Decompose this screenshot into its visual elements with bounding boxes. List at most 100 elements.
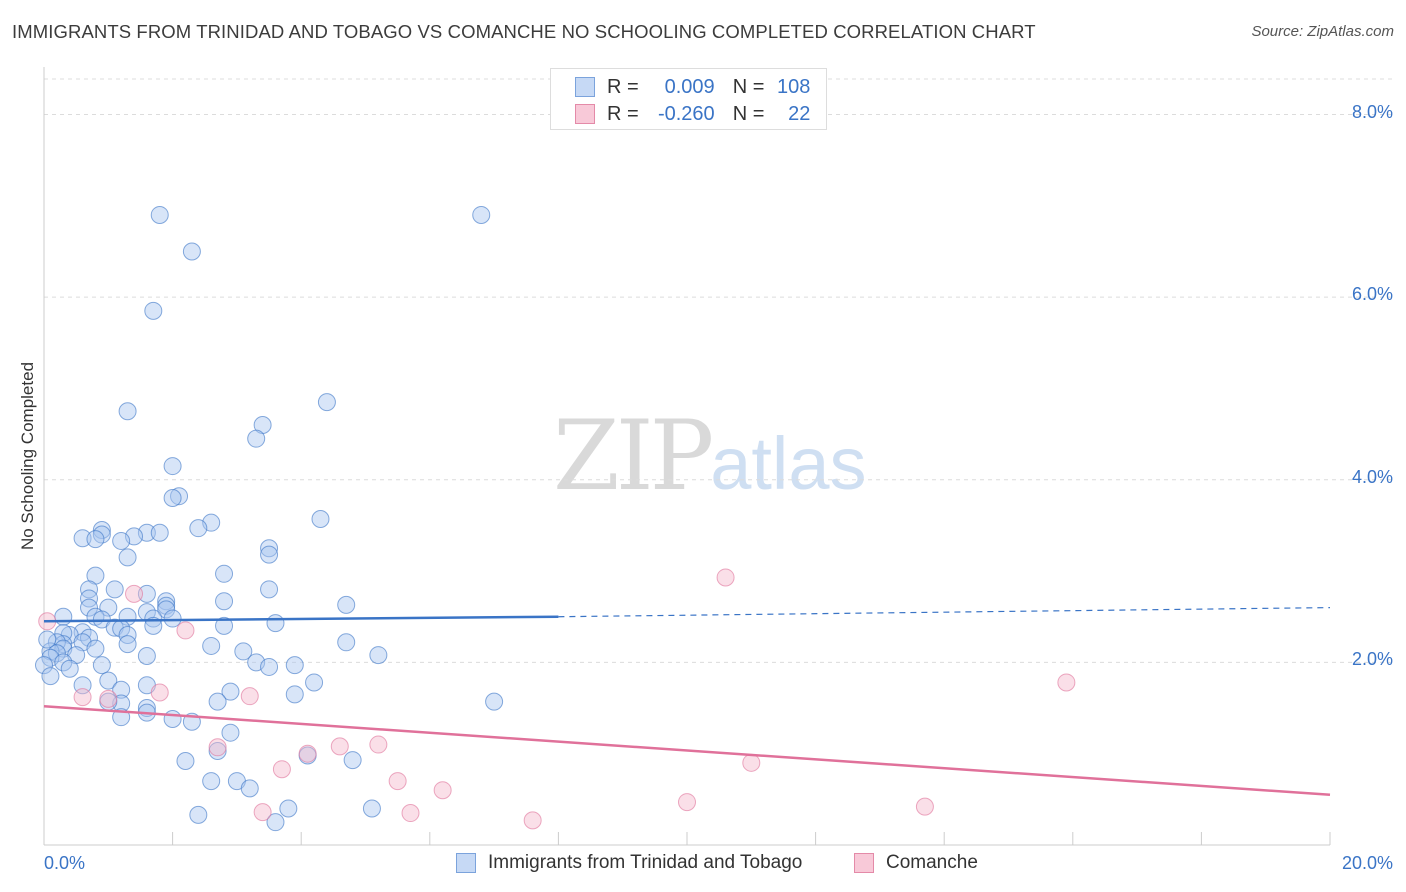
trinidad-point <box>92 520 111 539</box>
trinidad-point <box>137 646 156 665</box>
comanche-point <box>388 772 407 791</box>
trinidad-point <box>240 779 259 798</box>
legend-label-comanche: Comanche <box>886 852 978 873</box>
legend-swatch-comanche <box>575 104 595 124</box>
trinidad-point <box>260 657 279 676</box>
trinidad-point <box>189 519 208 538</box>
y-tick-label: 4.0% <box>1351 466 1393 487</box>
trinidad-point <box>369 646 388 665</box>
comanche-point <box>150 683 169 702</box>
legend-n-label: N = <box>732 75 765 98</box>
trinidad-point <box>150 523 169 542</box>
comanche-point <box>330 737 349 756</box>
trinidad-point <box>144 609 163 628</box>
axes <box>43 67 1331 846</box>
trinidad-point <box>305 673 324 692</box>
trinidad-point <box>221 723 240 742</box>
trinidad-point <box>472 205 491 224</box>
trinidad-point <box>35 656 53 675</box>
trinidad-point <box>112 531 131 550</box>
legend-n-value: 108 <box>777 75 811 98</box>
trinidad-point <box>80 598 99 617</box>
trinidad-point <box>337 595 356 614</box>
comanche-point <box>523 811 542 830</box>
legend-n-value: 22 <box>788 102 811 125</box>
series-legend: Immigrants from Trinidad and Tobago Coma… <box>0 852 1406 878</box>
trinidad-point <box>112 680 131 699</box>
trinidad-point <box>260 539 279 558</box>
trinidad-point <box>170 487 189 506</box>
trinidad-point <box>215 564 234 583</box>
comanche-point <box>176 621 195 640</box>
trinidad-point <box>54 607 73 626</box>
trinidad-point <box>92 525 111 544</box>
trinidad-point <box>182 242 201 261</box>
trinidad-point <box>86 639 105 658</box>
legend-swatch-trinidad <box>456 853 476 873</box>
trinidad-point <box>266 614 285 633</box>
trinidad-point <box>137 584 156 603</box>
y-tick-label: 6.0% <box>1351 284 1393 305</box>
trinidad-point <box>266 813 285 832</box>
trinidad-point <box>99 598 118 617</box>
trinidad-point <box>279 799 298 818</box>
legend-r-value: -0.260 <box>657 102 715 125</box>
trinidad-point <box>260 580 279 599</box>
trinidad-point <box>118 548 137 567</box>
trinidad-point <box>41 667 60 686</box>
legend-label-trinidad: Immigrants from Trinidad and Tobago <box>488 852 803 873</box>
comanche-point <box>915 797 934 816</box>
series-comanche-points <box>38 568 1076 830</box>
trend-line-comanche <box>43 704 1331 797</box>
legend-row-trinidad: R = 0.009 N = 108 <box>575 75 810 99</box>
watermark-atlas: atlas <box>710 422 867 505</box>
trinidad-point <box>99 671 118 690</box>
trinidad-point <box>202 772 221 791</box>
trinidad-point <box>47 644 66 663</box>
trinidad-point <box>92 656 111 675</box>
series-trinidad-points <box>35 205 504 832</box>
comanche-point <box>125 584 144 603</box>
trend-line-trinidad-extrapolated <box>558 606 1331 618</box>
trinidad-point <box>208 692 227 711</box>
trinidad-point <box>285 685 304 704</box>
trinidad-point <box>202 636 221 655</box>
trinidad-point <box>176 751 195 770</box>
trinidad-point <box>118 625 137 644</box>
legend-item-comanche[interactable]: Comanche <box>854 852 978 874</box>
comanche-point <box>73 688 92 707</box>
trinidad-point <box>38 630 57 649</box>
legend-swatch-trinidad <box>575 77 595 97</box>
comanche-point <box>208 738 227 757</box>
comanche-point <box>1057 673 1076 692</box>
trinidad-point <box>80 589 99 608</box>
legend-n-label: N = <box>732 102 765 125</box>
trinidad-point <box>118 402 137 421</box>
trinidad-point <box>485 692 504 711</box>
legend-r-value: 0.009 <box>664 75 715 98</box>
comanche-point <box>433 781 452 800</box>
legend-item-trinidad[interactable]: Immigrants from Trinidad and Tobago <box>456 852 802 874</box>
trinidad-point <box>234 642 253 661</box>
trinidad-point <box>247 429 266 448</box>
trinidad-point <box>144 301 163 320</box>
legend-swatch-comanche <box>854 853 874 873</box>
trinidad-point <box>60 659 79 678</box>
trinidad-point <box>105 580 124 599</box>
trinidad-point <box>317 393 336 412</box>
comanche-point <box>99 689 118 708</box>
trend-lines <box>43 606 1331 797</box>
trinidad-point <box>80 580 99 599</box>
trinidad-point <box>163 709 182 728</box>
trinidad-point <box>86 530 105 549</box>
trinidad-point <box>157 600 176 619</box>
trinidad-point <box>73 529 92 548</box>
trend-line-trinidad <box>43 615 559 623</box>
trinidad-point <box>343 751 362 770</box>
correlation-legend: R = 0.009 N = 108 R = -0.260 N = 22 <box>550 68 827 130</box>
legend-r-label: R = <box>607 102 639 125</box>
trinidad-point <box>260 545 279 564</box>
trinidad-point <box>163 609 182 628</box>
comanche-point <box>253 803 272 822</box>
